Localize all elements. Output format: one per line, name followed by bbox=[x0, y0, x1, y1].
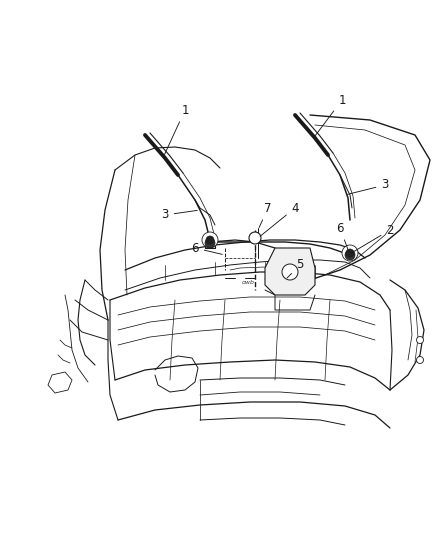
Circle shape bbox=[346, 249, 354, 257]
Text: 3: 3 bbox=[348, 179, 389, 195]
Circle shape bbox=[249, 232, 261, 244]
Circle shape bbox=[205, 238, 215, 248]
Circle shape bbox=[417, 336, 424, 343]
Text: 6: 6 bbox=[191, 241, 223, 254]
Text: 5: 5 bbox=[287, 259, 304, 278]
Polygon shape bbox=[265, 248, 315, 295]
Text: 6: 6 bbox=[336, 222, 349, 253]
Circle shape bbox=[417, 357, 424, 364]
Text: owb: owb bbox=[241, 279, 254, 285]
Text: 2: 2 bbox=[350, 223, 394, 254]
Circle shape bbox=[282, 264, 298, 280]
Text: 3: 3 bbox=[161, 208, 197, 222]
Text: 1: 1 bbox=[314, 93, 346, 138]
Polygon shape bbox=[48, 372, 72, 393]
Circle shape bbox=[345, 250, 355, 260]
Circle shape bbox=[202, 232, 218, 248]
Circle shape bbox=[206, 236, 214, 244]
Text: 4: 4 bbox=[260, 201, 299, 236]
Circle shape bbox=[342, 245, 358, 261]
Text: 1: 1 bbox=[163, 103, 189, 157]
Text: 7: 7 bbox=[259, 201, 272, 228]
